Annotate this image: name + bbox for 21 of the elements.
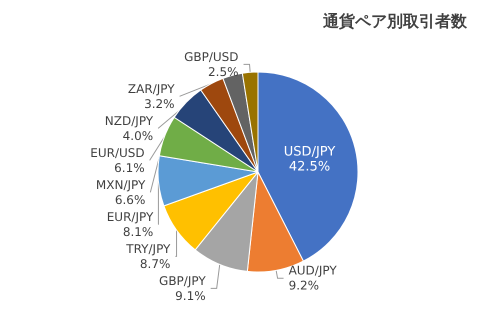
slice-label: EUR/JPY: [106, 210, 154, 224]
slice-label: AUD/JPY: [288, 264, 338, 278]
data-label: 8.7%: [140, 256, 170, 271]
data-label: 6.1%: [114, 160, 145, 175]
slice-label: GBP/JPY: [159, 274, 206, 288]
slice-label: ZAR/JPY: [128, 82, 176, 96]
slice-label: EUR/USD: [90, 146, 145, 160]
data-label: 6.6%: [114, 192, 146, 207]
data-label: 42.5%: [288, 160, 330, 175]
data-label: 4.0%: [122, 128, 154, 143]
slice-label: NZD/JPY: [104, 114, 154, 128]
data-label: 9.2%: [288, 278, 320, 293]
slice-label: TRY/JPY: [125, 242, 172, 256]
data-label: 2.5%: [208, 64, 239, 79]
slice-label: GBP/USD: [184, 50, 239, 64]
slice-label: USD/JPY: [284, 144, 336, 160]
slice-label: MXN/JPY: [96, 178, 146, 192]
data-label: 3.2%: [144, 96, 175, 111]
data-label: 9.1%: [175, 288, 206, 303]
text: 通貨ペア別取引者数: [322, 12, 468, 30]
data-label: 8.1%: [122, 224, 154, 239]
